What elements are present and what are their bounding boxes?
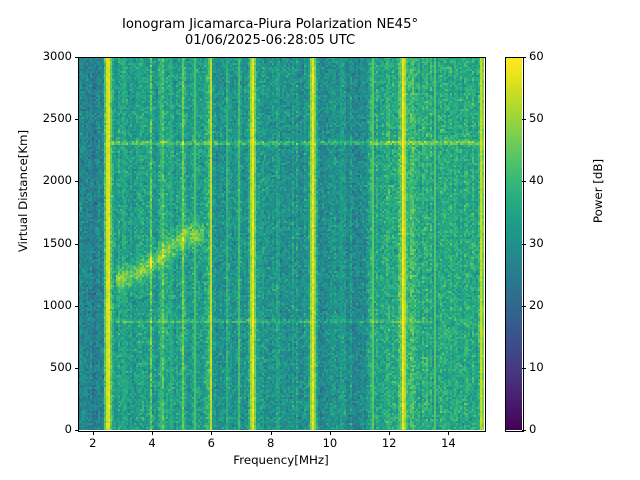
- colorbar-gradient: [505, 57, 522, 430]
- colorbar-tick-mark: [522, 57, 526, 58]
- x-tick-label: 6: [207, 436, 215, 450]
- y-tick-label: 1500: [42, 235, 72, 250]
- colorbar-tick-label: 20: [529, 297, 544, 312]
- colorbar-tick-mark: [522, 306, 526, 307]
- colorbar-tick-label: 40: [529, 173, 544, 188]
- x-tick-label: 14: [441, 436, 456, 450]
- y-tick-mark: [74, 57, 78, 58]
- y-tick-mark: [74, 181, 78, 182]
- y-tick-mark: [74, 430, 78, 431]
- x-tick-label: 8: [266, 436, 275, 450]
- y-tick-label: 500: [50, 359, 72, 374]
- y-axis-label: Virtual Distance[Km]: [16, 129, 30, 253]
- colorbar-tick-mark: [522, 181, 526, 182]
- y-tick-mark: [74, 368, 78, 369]
- x-tick-mark: [271, 431, 272, 435]
- y-tick-mark: [74, 119, 78, 120]
- x-tick-label: 12: [381, 436, 397, 450]
- colorbar-tick-label: 60: [529, 49, 544, 63]
- x-tick-label: 10: [322, 436, 338, 450]
- colorbar-label: Power [dB]: [591, 158, 605, 224]
- y-tick-mark: [74, 244, 78, 245]
- x-tick-mark: [389, 431, 390, 435]
- y-tick-label: 2000: [42, 173, 72, 188]
- y-tick-label: 1000: [42, 297, 72, 312]
- colorbar-tick-label: 30: [529, 235, 544, 250]
- colorbar-tick-label: 0: [529, 422, 537, 436]
- colorbar-tick-mark: [522, 119, 526, 120]
- chart-title: Ionogram Jicamarca-Piura Polarization NE…: [121, 17, 419, 48]
- colorbar-tick-mark: [522, 368, 526, 369]
- x-tick-mark: [152, 431, 153, 435]
- y-tick-label: 2500: [42, 111, 72, 126]
- colorbar-tick-label: 50: [529, 111, 544, 126]
- x-tick-mark: [330, 431, 331, 435]
- x-tick-mark: [93, 431, 94, 435]
- y-tick-label: 0: [64, 422, 72, 436]
- y-tick-label: 3000: [42, 49, 72, 63]
- colorbar-tick-mark: [522, 244, 526, 245]
- colorbar-tick-label: 10: [529, 359, 544, 374]
- x-tick-label: 4: [148, 436, 156, 450]
- y-tick-mark: [74, 306, 78, 307]
- ionogram-heatmap: [78, 57, 484, 430]
- x-axis-label: Frequency[MHz]: [233, 453, 329, 467]
- x-tick-mark: [211, 431, 212, 435]
- x-tick-mark: [448, 431, 449, 435]
- colorbar-tick-mark: [522, 430, 526, 431]
- x-tick-label: 2: [89, 436, 97, 450]
